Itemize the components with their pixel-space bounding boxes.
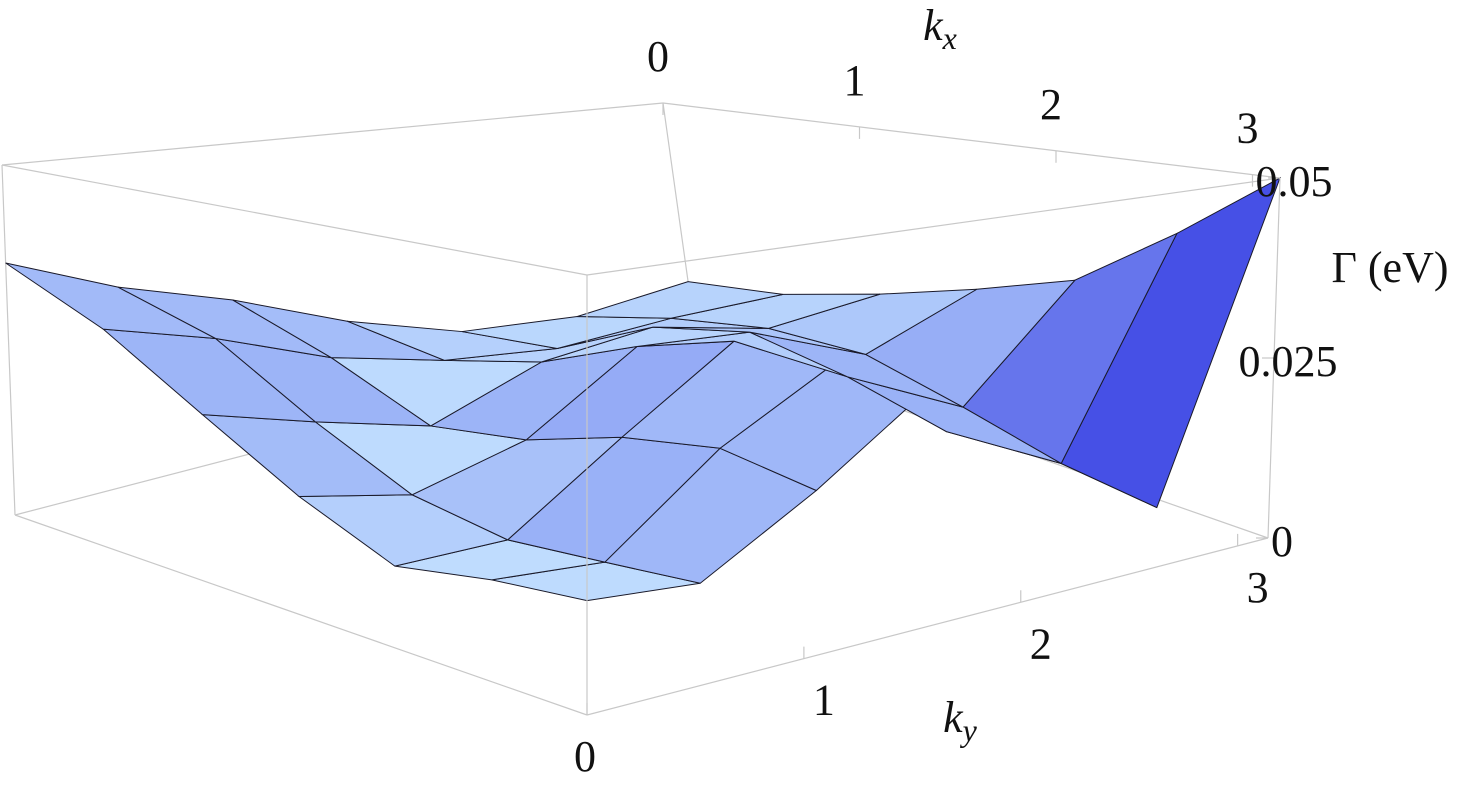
z-axis-label: Γ (eV) bbox=[1331, 243, 1448, 292]
box-edge bbox=[586, 537, 1269, 716]
y-tick-label: 2 bbox=[1030, 619, 1052, 668]
z-tick-label: 0 bbox=[1271, 517, 1293, 566]
axis-label: kx bbox=[923, 1, 957, 56]
surface bbox=[5, 176, 1281, 602]
axis-label-sub: x bbox=[942, 20, 957, 56]
box-edge bbox=[1, 164, 588, 276]
y-tick-label: 1 bbox=[813, 676, 835, 725]
y-tick-label: 3 bbox=[1247, 563, 1269, 612]
axis-label: ky bbox=[943, 693, 978, 748]
x-tick-label: 3 bbox=[1236, 104, 1258, 153]
surface-patch bbox=[577, 281, 784, 319]
box-edge bbox=[1, 102, 664, 166]
axis-label-sub: y bbox=[960, 712, 978, 748]
z-tick-label: 0.025 bbox=[1239, 337, 1338, 386]
box-edge bbox=[586, 177, 1281, 276]
x-tick-label: 1 bbox=[843, 56, 865, 105]
box-edge bbox=[1, 164, 16, 516]
box-edge bbox=[14, 514, 588, 716]
box-front bbox=[14, 103, 1281, 716]
z-tick-label: 0.05 bbox=[1256, 157, 1333, 206]
axis-label-base: k bbox=[943, 693, 964, 742]
box-edge bbox=[662, 102, 1281, 179]
axis-label-base: k bbox=[923, 1, 944, 50]
y-tick-label: 0 bbox=[574, 732, 596, 781]
x-tick-label: 0 bbox=[647, 32, 669, 81]
x-tick-label: 2 bbox=[1040, 80, 1062, 129]
